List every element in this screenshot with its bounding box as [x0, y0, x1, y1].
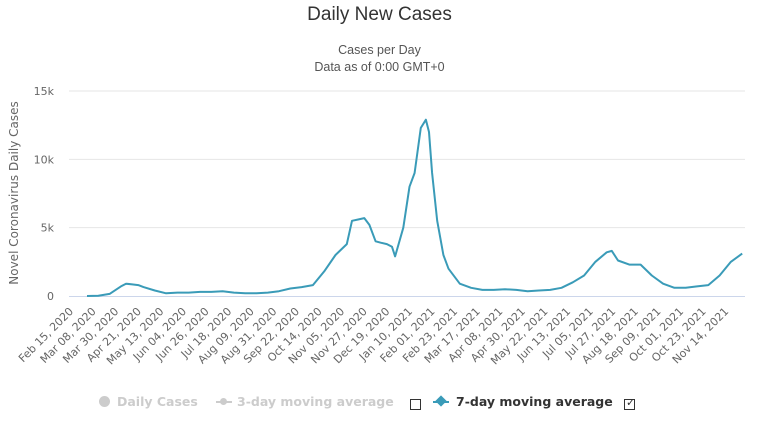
- series-line-7day-average[interactable]: [86, 118, 743, 297]
- checkbox-3day-average[interactable]: [410, 399, 421, 410]
- line-marker-icon: [216, 396, 232, 407]
- y-axis-ticks: 0 5k 10k 15k: [34, 85, 55, 303]
- checkmark-icon: ✓: [626, 396, 636, 409]
- legend-label: 7-day moving average: [456, 394, 613, 409]
- chart-title: Daily New Cases: [307, 4, 452, 25]
- legend-label: 3-day moving average: [237, 394, 394, 409]
- gridlines: [69, 90, 745, 229]
- legend-item-daily-cases[interactable]: Daily Cases: [99, 394, 198, 409]
- y-tick-label: 15k: [34, 85, 55, 98]
- y-tick-label: 0: [47, 290, 54, 303]
- y-tick-label: 5k: [41, 222, 55, 235]
- legend-item-3day-average[interactable]: 3-day moving average: [216, 394, 394, 409]
- legend-item-7day-average[interactable]: 7-day moving average: [433, 394, 613, 409]
- chart-data-date: Data as of 0:00 GMT+0: [314, 60, 445, 74]
- legend: Daily Cases 3-day moving average 7-day m…: [0, 394, 759, 414]
- checkbox-7day-average[interactable]: ✓: [624, 396, 636, 410]
- line-marker-icon: [433, 395, 449, 407]
- circle-marker-icon: [99, 396, 110, 407]
- y-axis-label: Novel Coronavirus Daily Cases: [7, 101, 21, 284]
- chart-subtitle: Cases per Day: [338, 43, 421, 57]
- y-tick-label: 10k: [34, 153, 55, 166]
- legend-label: Daily Cases: [117, 394, 198, 409]
